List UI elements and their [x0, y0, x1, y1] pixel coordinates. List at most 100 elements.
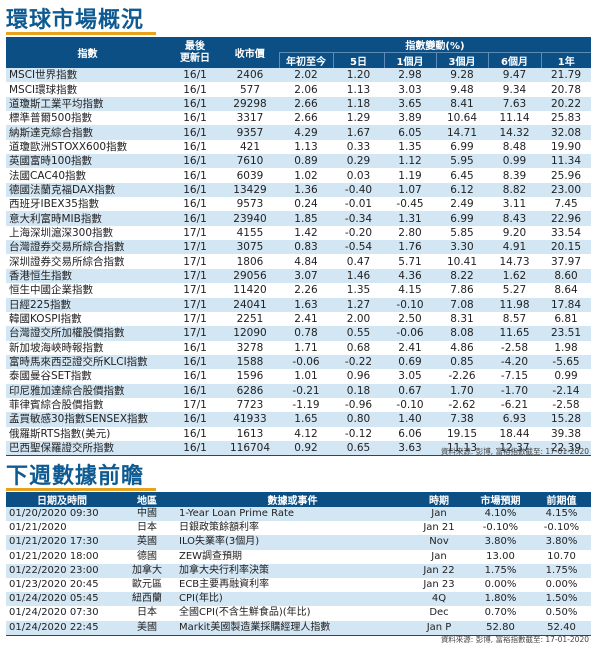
event-cell-datetime: 01/21/2020: [6, 521, 118, 536]
market-row: 俄羅斯RTS指數(美元) 16/1 1613 4.12 -0.12 6.06 19.15 18…: [6, 426, 592, 441]
market-cell-change-3m: 9.28: [436, 68, 488, 83]
market-cell-change-3m: 19.15: [436, 426, 488, 441]
market-cell-change-5d: 1.13: [333, 82, 384, 97]
market-cell-last-update: 17/1: [169, 311, 221, 327]
market-cell-close: 3075: [221, 240, 279, 255]
market-cell-index-name: 道瓊歐洲STOXX600指數: [6, 139, 169, 155]
market-cell-index-name: MSCI環球指數: [6, 82, 169, 97]
market-cell-change-1y: -5.65: [541, 354, 592, 370]
market-cell-change-1y: 6.81: [541, 311, 592, 327]
market-cell-change-1m: 0.69: [384, 354, 436, 370]
market-cell-change-5d: 0.29: [333, 154, 384, 169]
event-cell-event: 1-Year Loan Prime Rate: [176, 507, 409, 522]
event-row: 01/24/2020 22:45 美國 Markit美國製造業採購經理人指數 Jan …: [6, 620, 591, 636]
market-cell-close: 9357: [221, 125, 279, 140]
market-cell-close: 24041: [221, 297, 279, 312]
market-cell-change-1y: 19.90: [541, 139, 592, 155]
event-cell-period: Jan 23: [409, 577, 469, 593]
market-cell-ytd: 0.89: [279, 154, 333, 169]
market-row: 菲律賓綜合股價指數 17/1 7723 -1.19 -0.96 -0.10 -2.62 -6.…: [6, 397, 592, 413]
market-cell-last-update: 16/1: [169, 96, 221, 112]
events-title: 下週數據前瞻: [6, 464, 145, 489]
market-row: 法國CAC40指數 16/1 6039 1.02 0.03 1.19 6.45 8.39 25.…: [6, 168, 592, 183]
market-cell-change-5d: 1.29: [333, 111, 384, 126]
market-row: 台灣證券交易所綜合指數 17/1 3075 0.83 -0.54 1.76 3.30 4.91…: [6, 240, 592, 255]
market-cell-index-name: 標準普爾500指數: [6, 111, 169, 126]
market-cell-change-6m: 11.98: [488, 297, 541, 312]
market-cell-change-6m: 6.93: [488, 412, 541, 427]
event-cell-previous: 4.15%: [532, 507, 591, 522]
event-cell-event: 全國CPI(不含生鮮食品)(年比): [176, 606, 409, 621]
market-cell-close: 116704: [221, 440, 279, 456]
header-region: 地區: [118, 492, 176, 507]
market-cell-change-1y: 15.28: [541, 412, 592, 427]
market-cell-ytd: 0.92: [279, 440, 333, 456]
market-cell-change-1m: 3.05: [384, 369, 436, 384]
market-cell-change-3m: 6.12: [436, 182, 488, 198]
market-cell-change-5d: 0.18: [333, 383, 384, 398]
event-cell-previous: 0.50%: [532, 606, 591, 621]
market-cell-change-1m: 1.07: [384, 182, 436, 198]
market-cell-ytd: 2.66: [279, 96, 333, 112]
market-cell-change-5d: -0.20: [333, 225, 384, 241]
market-cell-change-1m: -0.10: [384, 397, 436, 413]
market-cell-change-6m: 5.27: [488, 283, 541, 298]
market-cell-change-5d: 1.18: [333, 96, 384, 112]
event-cell-event: ZEW調查預期: [176, 549, 409, 564]
event-cell-datetime: 01/20/2020 09:30: [6, 507, 118, 522]
market-cell-ytd: 1.85: [279, 211, 333, 226]
market-cell-change-1y: 23.00: [541, 182, 592, 198]
market-cell-close: 9573: [221, 197, 279, 212]
event-cell-period: Jan 22: [409, 563, 469, 578]
header-6m: 6個月: [487, 52, 541, 68]
market-cell-change-5d: 0.68: [333, 340, 384, 355]
market-cell-ytd: 1.65: [279, 412, 333, 427]
market-cell-close: 3317: [221, 111, 279, 126]
events-source-note: 資料來源: 彭博, 富裕指數截至: 17-01-2020: [440, 635, 589, 644]
event-cell-event: Markit美國製造業採購經理人指數: [176, 620, 409, 636]
market-cell-last-update: 16/1: [169, 197, 221, 212]
event-cell-datetime: 01/23/2020 20:45: [6, 577, 118, 593]
market-cell-change-1m: 2.41: [384, 340, 436, 355]
market-cell-change-5d: 1.20: [333, 68, 384, 83]
market-cell-change-3m: 10.41: [436, 254, 488, 269]
market-cell-close: 1588: [221, 354, 279, 370]
market-cell-change-6m: 7.63: [488, 96, 541, 112]
market-cell-last-update: 16/1: [169, 211, 221, 226]
market-cell-change-3m: 8.08: [436, 326, 488, 341]
market-cell-ytd: 2.41: [279, 311, 333, 327]
market-row: 巴西聖保羅證交所指數 16/1 116704 0.92 0.65 3.63 11.13 12.…: [6, 440, 592, 456]
market-cell-index-name: 菲律賓綜合股價指數: [6, 397, 169, 413]
market-cell-change-3m: 7.86: [436, 283, 488, 298]
market-cell-last-update: 16/1: [169, 426, 221, 441]
market-cell-index-name: 道瓊斯工業平均指數: [6, 96, 169, 112]
market-cell-change-5d: -0.96: [333, 397, 384, 413]
event-cell-datetime: 01/24/2020 22:45: [6, 620, 118, 636]
event-cell-region: 英國: [118, 535, 176, 550]
market-cell-close: 1596: [221, 369, 279, 384]
header-previous: 前期值: [532, 492, 591, 507]
market-cell-ytd: 1.13: [279, 139, 333, 155]
market-cell-index-name: 恒生中國企業指數: [6, 283, 169, 298]
market-cell-change-1m: -0.10: [384, 297, 436, 312]
event-cell-period: 4Q: [409, 592, 469, 607]
market-cell-change-3m: 6.99: [436, 211, 488, 226]
market-cell-change-1y: 37.97: [541, 254, 592, 269]
market-cell-change-1m: 3.03: [384, 82, 436, 97]
market-cell-change-3m: 3.30: [436, 240, 488, 255]
market-cell-change-3m: 8.41: [436, 96, 488, 112]
market-cell-close: 4155: [221, 225, 279, 241]
header-last-update-label: 最後 更新日: [180, 40, 210, 64]
market-row: 恒生中國企業指數 17/1 11420 2.26 1.35 4.15 7.86 5.27 8.6…: [6, 283, 592, 298]
market-cell-ytd: -0.06: [279, 354, 333, 370]
market-cell-last-update: 17/1: [169, 326, 221, 341]
market-cell-change-1y: -2.14: [541, 383, 592, 398]
event-cell-previous: 10.70: [532, 549, 591, 564]
market-cell-last-update: 16/1: [169, 369, 221, 384]
market-cell-change-3m: 2.49: [436, 197, 488, 212]
market-cell-change-5d: 1.27: [333, 297, 384, 312]
market-cell-change-5d: 0.96: [333, 369, 384, 384]
market-cell-change-3m: 6.99: [436, 139, 488, 155]
event-cell-region: 美國: [118, 620, 176, 636]
event-cell-forecast: 0.70%: [469, 606, 532, 621]
